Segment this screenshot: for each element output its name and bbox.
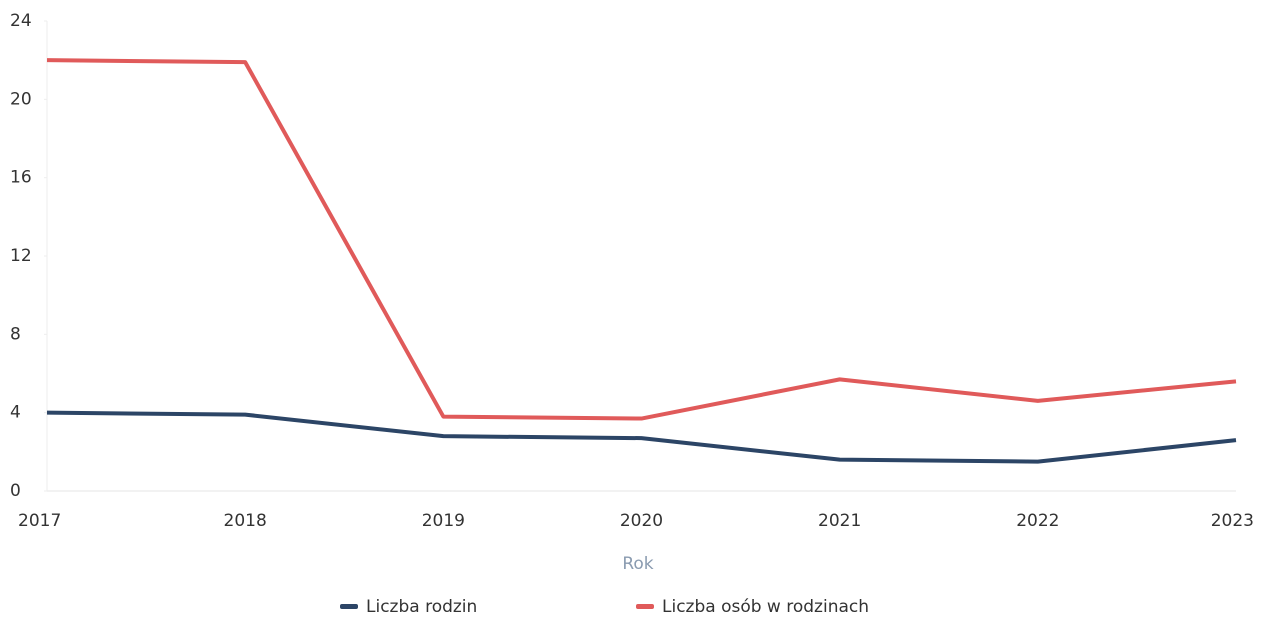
legend-swatch (340, 604, 358, 609)
y-tick-label: 4 (10, 403, 21, 423)
legend-label: Liczba osób w rodzinach (662, 597, 869, 617)
y-tick-label: 12 (10, 246, 32, 266)
x-tick-label: 2017 (18, 511, 61, 531)
line-series (46, 410, 1237, 464)
line-series (46, 58, 1237, 421)
y-tick-label: 0 (10, 481, 21, 501)
x-tick-label: 2021 (818, 511, 861, 531)
legend-swatch (636, 604, 654, 609)
y-tick-label: 24 (10, 11, 32, 31)
x-tick-label: 2018 (224, 511, 267, 531)
y-tick-label: 20 (10, 89, 32, 109)
x-tick-label: 2023 (1211, 511, 1254, 531)
x-tick-label: 2022 (1016, 511, 1059, 531)
legend-label: Liczba rodzin (366, 597, 477, 617)
y-tick-label: 8 (10, 324, 21, 344)
y-tick-label: 16 (10, 168, 32, 188)
x-axis-label: Rok (622, 554, 653, 574)
x-tick-label: 2020 (620, 511, 663, 531)
x-tick-label: 2019 (422, 511, 465, 531)
